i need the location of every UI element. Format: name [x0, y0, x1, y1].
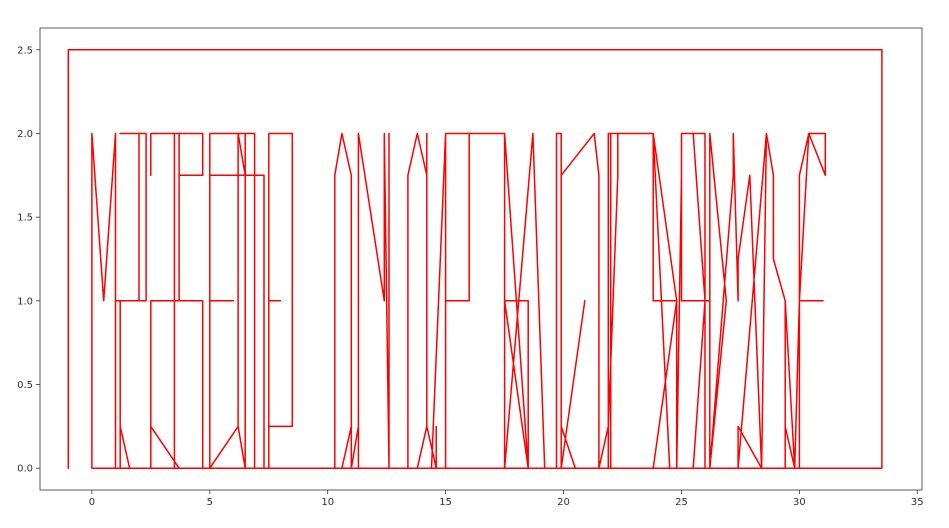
series-group	[67, 49, 883, 469]
y-tick-label: 0.5	[17, 380, 33, 391]
x-tick-label: 25	[675, 497, 688, 508]
y-axis-ticks: 0.0 0.5 1.0 1.5 2.0 2.5	[17, 45, 40, 475]
axes-frame	[39, 27, 923, 491]
y-tick-label: 2.0	[17, 129, 33, 140]
plot-area: 0 5 10 15 20 25 30 35 0.0 0.5 1.0 1.5 2.0 2.5	[17, 27, 924, 508]
x-tick-label: 10	[321, 497, 334, 508]
x-tick-label: 15	[439, 497, 452, 508]
x-tick-label: 35	[911, 497, 924, 508]
y-tick-label: 0.0	[17, 464, 33, 475]
x-axis-ticks: 0 5 10 15 20 25 30 35	[89, 490, 924, 508]
y-tick-label: 2.5	[17, 45, 33, 56]
x-tick-label: 30	[793, 497, 806, 508]
y-tick-label: 1.5	[17, 213, 33, 224]
y-tick-label: 1.0	[17, 296, 33, 307]
x-tick-label: 5	[207, 497, 213, 508]
x-tick-label: 0	[89, 497, 95, 508]
series-line	[67, 49, 883, 469]
x-tick-label: 20	[557, 497, 570, 508]
